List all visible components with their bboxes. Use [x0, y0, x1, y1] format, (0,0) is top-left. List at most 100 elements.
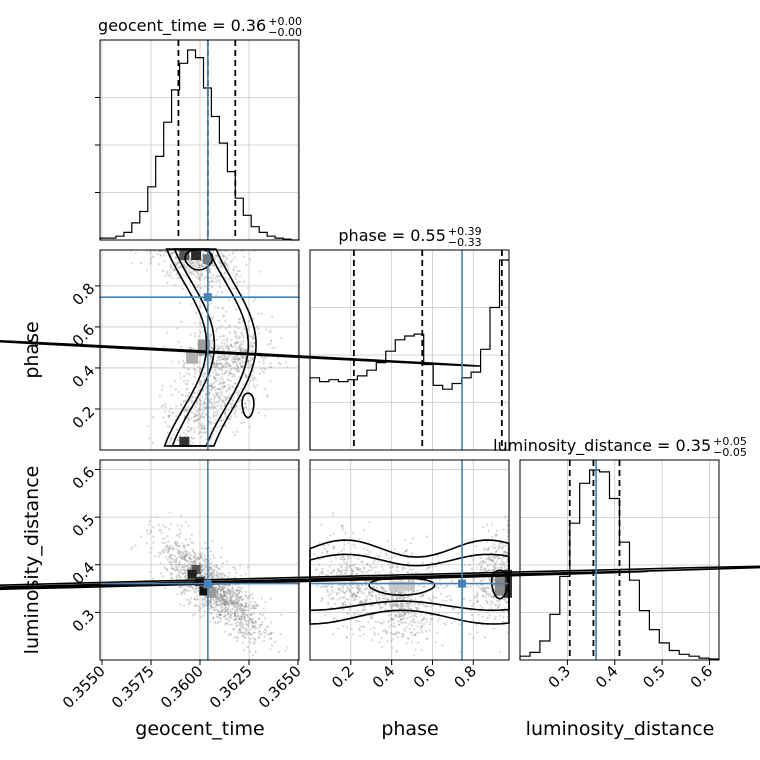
sample-point — [200, 547, 204, 550]
contour-inner — [241, 392, 255, 419]
sample-point — [175, 405, 178, 408]
contour-middle — [171, 248, 250, 447]
sample-point — [178, 565, 181, 569]
sample-point — [494, 615, 497, 618]
sample-point — [210, 572, 213, 575]
sample-point — [380, 589, 383, 592]
sample-point — [476, 593, 479, 596]
sample-point — [214, 258, 217, 261]
sample-point — [355, 595, 359, 598]
sample-point — [379, 606, 382, 609]
sample-point — [349, 588, 352, 591]
sample-point — [223, 600, 226, 604]
sample-point — [487, 586, 490, 589]
sample-point — [348, 556, 351, 560]
sample-point — [216, 347, 219, 350]
sample-point — [225, 337, 228, 340]
sample-point — [190, 417, 193, 420]
sample-point — [498, 545, 501, 548]
sample-point — [236, 370, 239, 373]
sample-point — [378, 593, 381, 596]
sample-point — [223, 358, 226, 362]
sample-point — [240, 421, 243, 424]
sample-point — [229, 599, 232, 602]
sample-point — [245, 623, 248, 626]
sample-point — [344, 603, 347, 606]
sample-point — [240, 364, 243, 367]
sample-point — [221, 335, 224, 338]
sample-point — [205, 269, 208, 272]
sample-point — [164, 586, 167, 589]
sample-point — [197, 432, 200, 435]
sample-point — [239, 588, 242, 591]
sample-point — [234, 410, 237, 413]
sample-point — [211, 585, 214, 588]
sample-point — [236, 273, 239, 276]
sample-point — [224, 356, 227, 359]
sample-point — [195, 275, 198, 278]
x-tick-label: 0.5 — [639, 662, 669, 692]
sample-point — [391, 625, 395, 628]
sample-point — [131, 262, 134, 265]
sample-point — [152, 526, 155, 529]
sample-point — [226, 338, 229, 341]
sample-point — [227, 395, 230, 399]
panel-frame — [309, 249, 510, 451]
sample-point — [230, 597, 233, 600]
sample-point — [239, 625, 242, 628]
sample-point — [221, 561, 225, 565]
sample-point — [391, 605, 394, 609]
sample-point — [233, 604, 236, 608]
sample-point — [390, 624, 393, 627]
sample-point — [181, 557, 184, 560]
sample-point — [191, 382, 195, 386]
sample-point — [200, 265, 203, 268]
sample-point — [220, 596, 223, 599]
sample-point — [358, 537, 361, 540]
sample-point — [243, 406, 246, 409]
sample-point — [403, 567, 407, 570]
sample-point — [244, 590, 248, 594]
sample-point — [183, 547, 186, 550]
sample-point — [218, 383, 221, 386]
scatter-layer — [130, 249, 510, 657]
sample-point — [382, 568, 385, 571]
sample-point — [402, 596, 406, 599]
sample-point — [327, 584, 330, 587]
sample-point — [186, 383, 189, 386]
sample-point — [239, 335, 242, 339]
sample-point — [212, 586, 215, 589]
sample-point — [172, 567, 175, 570]
sample-point — [225, 310, 228, 313]
sample-point — [402, 635, 405, 638]
sample-point — [362, 608, 365, 612]
sample-point — [231, 345, 234, 348]
sample-point — [418, 631, 421, 634]
sample-point — [180, 568, 183, 572]
sample-point — [390, 617, 393, 621]
sample-point — [225, 364, 228, 367]
sample-point — [223, 600, 226, 603]
sample-point — [244, 401, 247, 405]
sample-point — [149, 252, 152, 255]
sample-point — [239, 344, 242, 347]
sample-point — [252, 617, 255, 621]
sample-point — [415, 615, 418, 618]
sample-point — [220, 419, 223, 423]
sample-point — [195, 410, 198, 413]
sample-point — [240, 623, 243, 626]
sample-point — [346, 569, 349, 572]
sample-point — [269, 597, 272, 600]
sample-point — [260, 623, 263, 626]
sample-point — [189, 564, 192, 567]
sample-point — [201, 574, 204, 578]
sample-point — [188, 271, 191, 275]
sample-point — [212, 570, 215, 573]
sample-point — [221, 307, 224, 310]
sample-point — [167, 550, 170, 553]
sample-point — [476, 596, 479, 599]
sample-point — [223, 604, 226, 607]
sample-point — [183, 568, 186, 571]
sample-point — [396, 603, 399, 606]
sample-point — [227, 590, 230, 593]
